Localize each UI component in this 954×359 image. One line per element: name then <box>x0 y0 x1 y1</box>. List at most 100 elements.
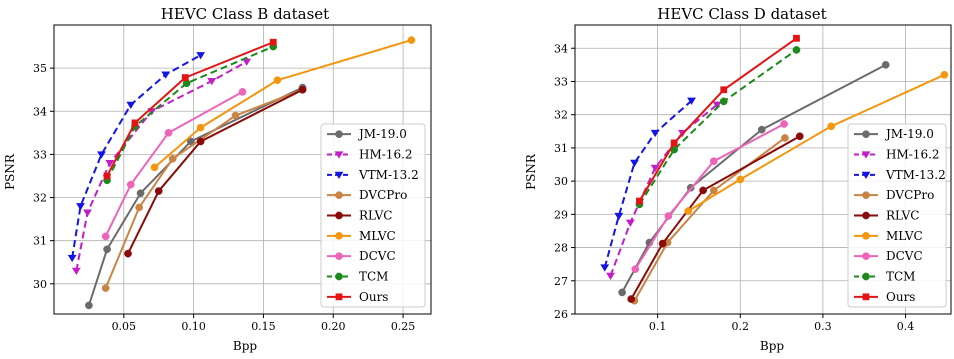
data-point <box>664 212 673 220</box>
data-point <box>196 52 206 60</box>
series-line <box>75 60 248 272</box>
y-tick-label: 26 <box>554 308 568 321</box>
chart-title: HEVC Class D dataset <box>657 5 826 23</box>
x-axis-label: Bpp <box>233 339 258 353</box>
data-point <box>101 284 110 292</box>
data-point <box>101 232 110 241</box>
data-point <box>670 139 678 147</box>
chart-class-b: HEVC Class B dataset Bpp PSNR 0.05 0.10 0.… <box>3 5 432 353</box>
legend-label: DVCPro <box>359 188 407 202</box>
data-point <box>83 209 92 217</box>
legend-marker <box>862 293 870 301</box>
series-vtm-13.2 <box>600 97 696 272</box>
series-line <box>687 73 945 212</box>
y-tick-label: 32 <box>33 192 47 205</box>
y-tick-label: 32 <box>554 109 568 122</box>
legend-marker <box>861 171 871 180</box>
series-line <box>104 90 243 237</box>
data-point <box>105 159 115 168</box>
x-tick-label: 0.05 <box>112 320 137 333</box>
y-tick-label: 34 <box>554 42 568 55</box>
legend-marker <box>335 252 343 261</box>
legend-marker <box>862 211 870 220</box>
series-line <box>106 41 274 177</box>
legend-label: MLVC <box>886 229 923 243</box>
series-mlvc <box>684 70 949 215</box>
data-point <box>650 129 660 138</box>
y-axis-label: PSNR <box>524 153 538 190</box>
series-rlvc <box>627 132 804 303</box>
x-axis-label: Bpp <box>760 339 785 353</box>
data-point <box>67 254 77 263</box>
data-point <box>709 186 718 195</box>
data-point <box>196 137 205 146</box>
data-point <box>154 187 163 195</box>
data-point <box>103 172 111 180</box>
legend-label: HM-16.2 <box>886 148 940 162</box>
legend-label: MLVC <box>359 229 396 243</box>
data-point <box>618 288 626 297</box>
data-point <box>699 186 707 195</box>
data-point <box>614 212 624 221</box>
data-point <box>135 203 144 212</box>
y-tick-label: 35 <box>33 62 47 75</box>
series-line <box>621 63 887 293</box>
y-tick-label: 31 <box>33 235 47 248</box>
data-point <box>161 71 171 79</box>
data-point <box>71 267 81 276</box>
legend-label: RLVC <box>359 209 392 223</box>
data-point <box>126 180 135 189</box>
data-point <box>103 245 111 254</box>
series-line <box>638 49 798 205</box>
data-point <box>792 46 801 54</box>
series-line <box>638 37 798 202</box>
legend-marker <box>862 252 870 261</box>
data-point <box>720 86 728 94</box>
data-point <box>625 219 635 227</box>
series-line <box>127 88 303 255</box>
series-line <box>603 99 693 268</box>
legend-marker <box>862 272 870 281</box>
data-point <box>631 265 640 274</box>
legend-label: DCVC <box>359 249 396 263</box>
data-point <box>600 264 610 272</box>
y-tick-label: 30 <box>554 175 568 188</box>
data-point <box>164 128 173 137</box>
x-tick-label: 0.1 <box>649 320 667 333</box>
data-point <box>124 249 132 258</box>
series-ours <box>636 34 800 205</box>
legend-marker <box>335 272 343 281</box>
data-point <box>269 38 277 46</box>
legend-label: Ours <box>359 290 388 304</box>
data-point <box>97 151 106 159</box>
legend-marker <box>335 231 343 240</box>
legend-label: DCVC <box>886 249 923 263</box>
data-point <box>196 123 205 132</box>
legend-label: DVCPro <box>886 188 934 202</box>
legend-box <box>320 123 426 308</box>
legend: JM-19.0 HM-16.2 VTM-13.2 DVCPro RLVC MLVC DCVC… <box>320 123 426 308</box>
data-point <box>627 295 636 303</box>
legend-label: TCM <box>359 270 388 284</box>
data-point <box>881 61 890 69</box>
data-point <box>606 272 615 280</box>
chart-title: HEVC Class B dataset <box>161 5 329 23</box>
series-line <box>104 88 303 289</box>
series-ours <box>103 38 277 180</box>
series-hm-16.2 <box>71 58 252 276</box>
legend-marker <box>335 293 343 301</box>
x-tick-label: 0.20 <box>321 320 346 333</box>
data-point <box>736 175 745 184</box>
legend-marker <box>862 231 870 240</box>
data-point <box>168 154 177 163</box>
data-point <box>712 101 722 109</box>
series-dcvc <box>631 120 788 274</box>
data-point <box>684 207 693 215</box>
y-tick-label: 29 <box>554 208 568 221</box>
series-vtm-13.2 <box>67 52 206 263</box>
series-line <box>633 137 786 302</box>
legend-marker <box>862 191 870 200</box>
series-line <box>630 135 801 300</box>
